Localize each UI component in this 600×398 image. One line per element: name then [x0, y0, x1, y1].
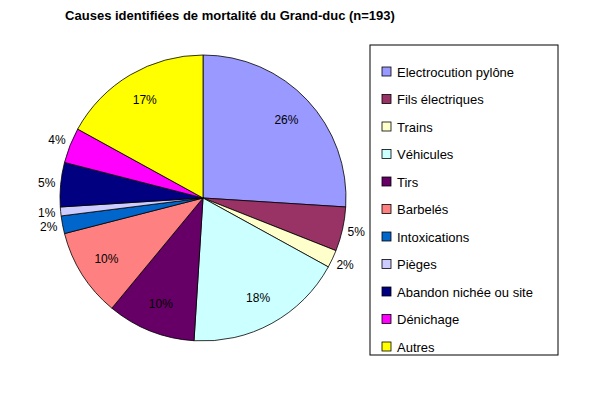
- legend-label: Trains: [397, 120, 433, 135]
- legend-swatch: [382, 95, 391, 104]
- pie: 26%5%2%18%10%10%2%1%5%4%17%: [38, 55, 365, 341]
- legend-swatch: [382, 232, 391, 241]
- pie-slice: [203, 55, 346, 207]
- data-label: 1%: [38, 206, 56, 220]
- legend-label: Abandon nichée ou site: [397, 285, 533, 300]
- data-label: 5%: [38, 176, 56, 190]
- data-label: 2%: [40, 220, 58, 234]
- chart: Causes identifiées de mortalité du Grand…: [0, 0, 600, 398]
- data-label: 4%: [48, 133, 66, 147]
- legend-swatch: [382, 260, 391, 269]
- legend-swatch: [382, 287, 391, 296]
- legend-label: Intoxications: [397, 230, 470, 245]
- slices-inner: [60, 55, 346, 341]
- legend-swatch: [382, 315, 391, 324]
- legend-swatch: [382, 67, 391, 76]
- legend-box: [370, 45, 558, 355]
- pie-slice: [78, 55, 203, 198]
- data-label: 10%: [149, 297, 173, 311]
- data-label: 10%: [94, 252, 118, 266]
- pie-slice: [194, 198, 328, 341]
- legend-swatch: [382, 177, 391, 186]
- data-label: 2%: [336, 258, 354, 272]
- legend-label: Barbelés: [397, 202, 449, 217]
- legend-label: Dénichage: [397, 312, 459, 327]
- legend-label: Pièges: [397, 257, 437, 272]
- legend-swatch: [382, 205, 391, 214]
- chart-title: Causes identifiées de mortalité du Grand…: [65, 8, 395, 23]
- data-label: 26%: [274, 113, 298, 127]
- legend-label: Tirs: [397, 175, 419, 190]
- data-label: 17%: [133, 93, 157, 107]
- slices: [60, 55, 346, 341]
- legend-swatch: [382, 122, 391, 131]
- legend-label: Electrocution pylône: [397, 65, 514, 80]
- legend-label: Fils électriques: [397, 92, 484, 107]
- legend-label: Véhicules: [397, 147, 454, 162]
- legend: Electrocution pylône Fils électriques Trai…: [370, 45, 558, 355]
- legend-swatch: [382, 342, 391, 351]
- data-label: 18%: [246, 291, 270, 305]
- legend-label: Autres: [397, 340, 435, 355]
- data-label: 5%: [348, 225, 366, 239]
- legend-swatch: [382, 150, 391, 159]
